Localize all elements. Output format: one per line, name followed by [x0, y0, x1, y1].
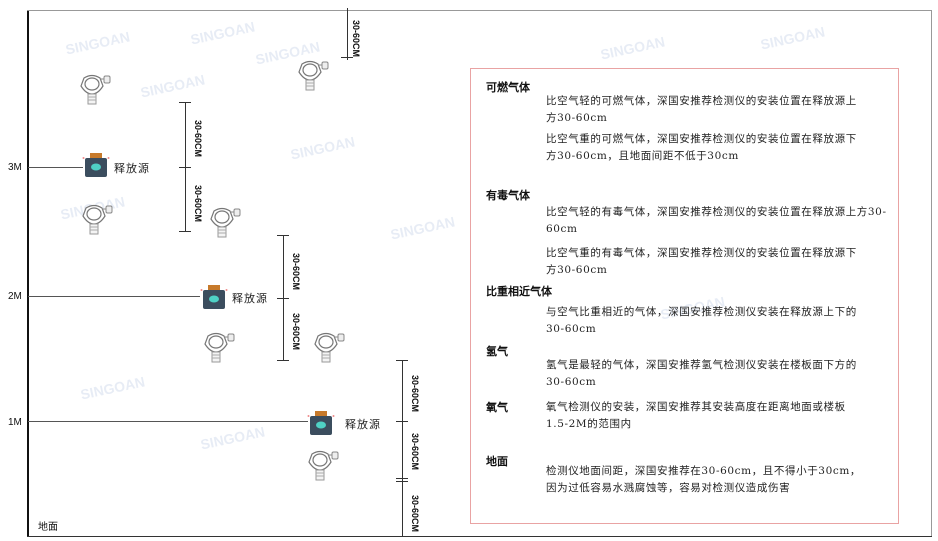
dimension-label: 30-60CM [410, 433, 420, 471]
dimension-label: 30-60CM [410, 495, 420, 533]
release-source-label: 释放源 [232, 292, 268, 305]
dimension-label: 30-60CM [291, 313, 301, 351]
gas-detector-icon [80, 202, 114, 236]
watermark-logo: SINGOAN [759, 23, 827, 53]
gas-detector-icon [78, 72, 112, 106]
level-1m: 1M [8, 417, 22, 428]
level-2m-line [28, 296, 200, 297]
dimension-tick [396, 360, 408, 361]
section-heading: 氧气 [486, 401, 508, 414]
installation-guide-panel: 可燃气体 比空气轻的可燃气体，深国安推荐检测仪的安装位置在释放源上方30-60c… [470, 68, 899, 524]
wall-line [27, 10, 29, 537]
dimension-tick [179, 102, 191, 103]
section-text: 检测仪地面间距，深国安推荐在30-60cm，且不得小于30cm，因为过低容易水溅… [546, 465, 862, 494]
release-source-icon [200, 284, 228, 310]
section-text: 氢气是最轻的气体，深国安推荐氢气检测仪安装在楼板面下方的30-60cm [546, 359, 857, 388]
watermark-logo: SINGOAN [64, 28, 132, 58]
section-heading: 可燃气体 [486, 81, 530, 94]
section-text: 与空气比重相近的气体，深国安推荐检测仪安装在释放源上下的30-60cm [546, 306, 857, 335]
dimension-label: 30-60CM [193, 120, 203, 158]
section-text: 比空气轻的可燃气体，深国安推荐检测仪的安装位置在释放源上方30-60cm [546, 95, 857, 124]
dimension-tick [179, 231, 191, 232]
section-text: 比空气重的有毒气体，深国安推荐检测仪的安装位置在释放源下方30-60cm [546, 247, 857, 276]
dimension-tick [179, 167, 191, 168]
dimension-label: 30-60CM [410, 375, 420, 413]
release-source-icon [307, 410, 335, 436]
dimension-tick [277, 298, 289, 299]
dimension-tick [396, 481, 408, 482]
dimension-tick [277, 235, 289, 236]
dimension-label: 30-60CM [291, 253, 301, 291]
watermark-logo: SINGOAN [389, 213, 457, 243]
section-text: 氧气检测仪的安装，深国安推荐其安装高度在距离地面或楼板1.5-2M的范围内 [546, 401, 846, 430]
gas-detector-icon [296, 58, 330, 92]
watermark-logo: SINGOAN [139, 71, 207, 101]
watermark-logo: SINGOAN [199, 423, 267, 453]
dimension-line [347, 8, 348, 60]
level-2m: 2M [8, 291, 22, 302]
watermark-logo: SINGOAN [289, 133, 357, 163]
ground-label: 地面 [38, 522, 58, 533]
dimension-line [402, 360, 403, 537]
gas-detector-icon [202, 330, 236, 364]
level-1m-line [28, 421, 308, 422]
section-heading: 氢气 [486, 345, 508, 358]
section-heading: 地面 [486, 455, 508, 468]
gas-detector-icon [208, 205, 242, 239]
dimension-tick [396, 478, 408, 479]
dimension-label: 30-60CM [193, 185, 203, 223]
release-source-icon [82, 152, 110, 178]
release-source-label: 释放源 [345, 418, 381, 431]
dimension-tick [277, 360, 289, 361]
section-text: 比空气重的可燃气体，深国安推荐检测仪的安装位置在释放源下方30-60cm，且地面… [546, 133, 857, 162]
gas-detector-icon [312, 330, 346, 364]
level-3m-line [28, 167, 83, 168]
floor-line [27, 536, 932, 537]
dimension-label: 30-60CM [351, 20, 361, 58]
section-heading: 比重相近气体 [486, 285, 552, 298]
right-wall-line [931, 10, 932, 537]
release-source-label: 释放源 [114, 162, 150, 175]
watermark-logo: SINGOAN [79, 373, 147, 403]
watermark-logo: SINGOAN [599, 33, 667, 63]
ceiling-line [27, 10, 932, 11]
section-text: 比空气轻的有毒气体，深国安推荐检测仪的安装位置在释放源上方30-60cm [546, 206, 887, 235]
level-3m: 3M [8, 162, 22, 173]
gas-detector-icon [306, 448, 340, 482]
watermark-logo: SINGOAN [189, 18, 257, 48]
dimension-tick [341, 57, 353, 58]
section-heading: 有毒气体 [486, 189, 530, 202]
dimension-tick [396, 421, 408, 422]
